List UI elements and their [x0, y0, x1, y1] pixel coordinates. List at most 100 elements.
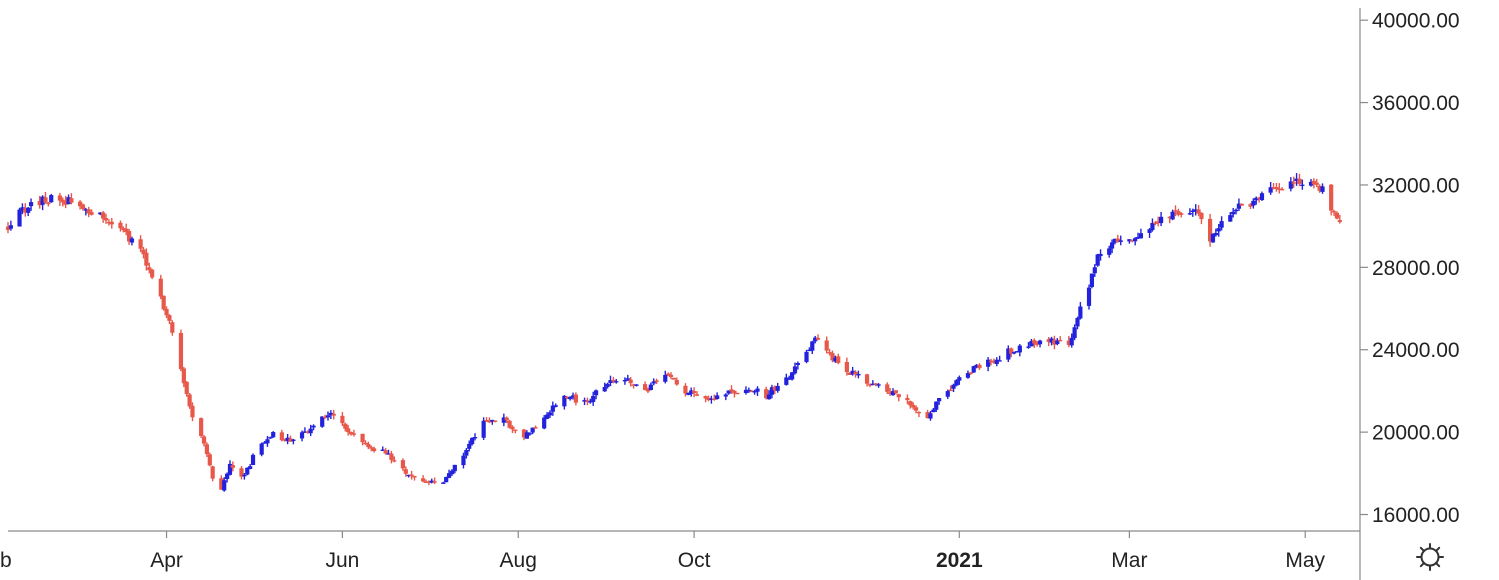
y-tick-label: 28000.00	[1372, 257, 1460, 280]
candle-down	[187, 394, 192, 407]
candle-down	[403, 469, 408, 474]
candle-up	[530, 427, 535, 433]
candle-down	[1052, 339, 1057, 345]
candle-up	[386, 453, 391, 455]
candle-down	[991, 360, 996, 363]
candle-up	[931, 409, 936, 413]
gear-icon-spoke	[1419, 562, 1425, 568]
settings-gear-icon[interactable]	[1416, 543, 1444, 571]
candle-down	[565, 396, 570, 399]
candle-up	[795, 363, 800, 366]
candle-up	[1213, 232, 1218, 236]
candle-up	[787, 378, 792, 380]
candle-up	[1251, 200, 1256, 206]
candle-down	[611, 380, 616, 382]
candle-down	[968, 372, 973, 374]
candle-down	[896, 394, 901, 398]
candle-up	[614, 381, 619, 383]
candle-up	[467, 443, 472, 449]
candle-up	[663, 374, 668, 382]
candle-up	[876, 384, 881, 386]
candle-down	[103, 218, 109, 221]
candle-up	[1075, 318, 1080, 327]
candle-down	[493, 420, 498, 422]
candle-down	[1257, 197, 1262, 200]
candle-up	[928, 413, 933, 419]
candle-down	[844, 361, 849, 373]
candle-down	[23, 208, 28, 213]
candle-down	[288, 438, 293, 442]
candle-up	[66, 197, 71, 205]
candle-up	[547, 412, 553, 416]
candle-down	[305, 431, 310, 433]
x-tick-label: May	[1285, 549, 1325, 572]
candle-up	[8, 225, 13, 229]
candle-down	[178, 332, 184, 370]
candle-up	[957, 377, 962, 381]
candle-down	[1046, 339, 1051, 342]
candle-up	[1072, 327, 1077, 338]
candle-down	[916, 411, 922, 414]
candle-up	[328, 412, 333, 416]
gear-icon-spoke	[1419, 546, 1425, 552]
candle-up	[28, 202, 34, 207]
candle-down	[1179, 213, 1184, 215]
candle-down	[400, 460, 406, 469]
candle-up	[308, 428, 313, 434]
candle-down	[735, 392, 740, 395]
candle-down	[772, 386, 777, 391]
candle-down	[363, 442, 368, 445]
candle-down	[124, 228, 129, 233]
candle-down	[43, 197, 48, 203]
candle-down	[346, 428, 351, 433]
candle-up	[994, 359, 999, 365]
candle-up	[20, 207, 25, 211]
candle-up	[1014, 351, 1020, 353]
candle-up	[813, 337, 818, 342]
candle-up	[222, 480, 227, 491]
candle-down	[1271, 187, 1276, 189]
candle-up	[49, 195, 54, 203]
candle-up	[937, 398, 942, 402]
candle-up	[1026, 346, 1031, 348]
candle-up	[452, 464, 457, 472]
candle-down	[749, 390, 754, 393]
candle-up	[965, 373, 971, 378]
candle-up	[651, 381, 656, 384]
candle-down	[37, 201, 42, 206]
candle-down	[977, 364, 982, 369]
candle-up	[1254, 197, 1259, 201]
candle-up	[1219, 221, 1224, 228]
candle-down	[199, 418, 204, 436]
candle-up	[406, 474, 411, 477]
candle-down	[204, 444, 210, 455]
candle-down	[694, 394, 700, 396]
candle-down	[5, 226, 11, 230]
candle-up	[26, 207, 31, 213]
candle-down	[167, 315, 172, 321]
candle-up	[602, 386, 607, 392]
candle-down	[585, 400, 590, 402]
candle-up	[986, 359, 991, 367]
candle-down	[732, 390, 737, 394]
candle-down	[1277, 188, 1282, 190]
candle-up	[1233, 209, 1239, 212]
candle-up	[444, 477, 449, 483]
candle-down	[988, 360, 994, 363]
candle-up	[1170, 211, 1175, 220]
candle-up	[1193, 209, 1198, 211]
candle-down	[925, 412, 930, 419]
candle-up	[833, 357, 838, 362]
candle-down	[668, 374, 674, 378]
gear-icon-spoke	[1435, 546, 1441, 552]
candle-down	[827, 351, 832, 354]
candle-up	[934, 401, 939, 410]
candle-up	[271, 432, 276, 438]
candle-down	[671, 377, 677, 380]
candle-down	[706, 397, 711, 401]
candle-down	[1239, 203, 1244, 206]
candle-up	[464, 450, 469, 456]
candle-up	[562, 395, 567, 407]
candle-up	[766, 394, 772, 400]
